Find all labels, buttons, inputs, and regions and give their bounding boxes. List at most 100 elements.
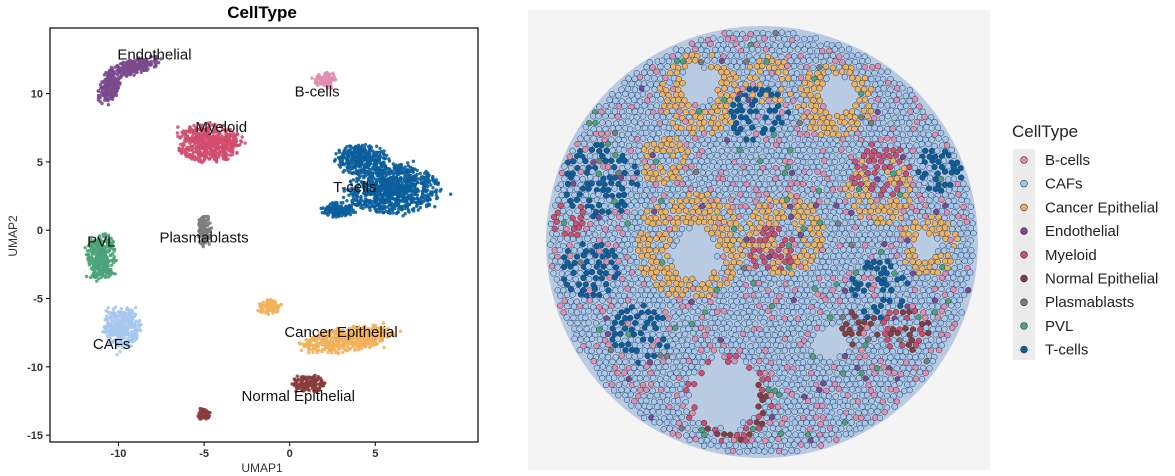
- umap-point: [128, 64, 132, 69]
- cluster-label: Cancer Epithelial: [284, 324, 397, 341]
- umap-point: [176, 134, 180, 139]
- umap-point: [116, 314, 121, 318]
- umap-point: [108, 329, 112, 333]
- umap-point: [331, 71, 335, 75]
- umap-point: [313, 80, 317, 85]
- spatial-cell: [644, 74, 651, 81]
- spatial-cell: [730, 101, 737, 109]
- umap-point: [187, 138, 192, 143]
- spatial-cell: [730, 46, 737, 54]
- umap-point: [324, 75, 328, 79]
- spatial-cell: [874, 108, 881, 116]
- spatial-cell: [794, 46, 801, 53]
- spatial-cell: [864, 57, 872, 64]
- umap-point: [340, 211, 345, 215]
- spatial-cell: [734, 96, 742, 103]
- spatial-cell: [721, 131, 729, 138]
- umap-point: [198, 221, 202, 225]
- spatial-cell: [727, 52, 734, 59]
- umap-point: [142, 58, 146, 62]
- umap-point: [361, 206, 365, 211]
- spatial-cell: [705, 103, 712, 110]
- spatial-cell: [831, 46, 839, 53]
- spatial-cell: [665, 124, 673, 132]
- umap-point: [179, 142, 183, 146]
- spatial-cell: [685, 57, 693, 64]
- spatial-panel: [528, 10, 990, 470]
- spatial-cell: [653, 113, 661, 120]
- spatial-cell: [650, 141, 657, 148]
- umap-point: [341, 350, 345, 355]
- umap-point: [339, 204, 343, 208]
- spatial-cell: [659, 57, 666, 64]
- spatial-cell: [874, 63, 882, 70]
- umap-point: [200, 408, 204, 413]
- spatial-cell: [640, 135, 647, 142]
- umap-point: [222, 139, 226, 144]
- umap-point: [101, 254, 105, 258]
- spatial-cell: [907, 108, 914, 115]
- umap-point: [205, 135, 209, 139]
- spatial-cell: [797, 130, 804, 138]
- umap-point: [380, 194, 384, 198]
- umap-point: [362, 202, 367, 207]
- spatial-cell: [788, 114, 795, 121]
- spatial-cell: [848, 119, 855, 126]
- umap-point: [115, 353, 119, 357]
- spatial-cell: [893, 129, 900, 136]
- umap-point: [381, 200, 385, 205]
- umap-point: [397, 198, 401, 202]
- spatial-cell: [910, 135, 917, 143]
- spatial-cell: [740, 119, 747, 126]
- spatial-cell: [685, 102, 692, 109]
- spatial-cell: [835, 131, 842, 138]
- umap-point: [240, 135, 244, 139]
- umap-point: [107, 77, 111, 81]
- umap-point: [276, 307, 280, 311]
- umap-point: [299, 348, 304, 352]
- umap-point: [105, 98, 110, 102]
- umap-point: [307, 350, 311, 355]
- spatial-cell: [698, 36, 705, 44]
- umap-point: [372, 163, 377, 167]
- umap-point: [401, 188, 406, 192]
- spatial-cell: [745, 118, 752, 125]
- spatial-cell: [801, 46, 808, 53]
- umap-point: [144, 60, 148, 65]
- umap-point: [112, 257, 116, 261]
- umap-point: [362, 150, 366, 155]
- series-endothelial: [96, 54, 163, 107]
- umap-point: [105, 314, 109, 318]
- spatial-cell: [832, 69, 839, 77]
- spatial-cell: [734, 141, 741, 148]
- umap-points: [83, 54, 453, 421]
- umap-point: [427, 178, 432, 183]
- umap-point: [132, 338, 136, 342]
- umap-point: [379, 150, 383, 154]
- spatial-cell: [765, 118, 772, 126]
- spatial-cell: [904, 125, 911, 132]
- umap-point: [369, 167, 374, 171]
- spatial-cell: [756, 35, 763, 42]
- spatial-cell: [679, 69, 687, 76]
- cluster-label: PVL: [87, 234, 115, 251]
- spatial-cell: [708, 52, 716, 59]
- umap-point: [209, 136, 213, 140]
- spatial-cell: [771, 85, 778, 92]
- spatial-cell: [583, 135, 591, 142]
- umap-point: [188, 153, 192, 157]
- spatial-cell: [749, 91, 756, 99]
- umap-point: [397, 163, 402, 167]
- umap-point: [356, 172, 361, 177]
- spatial-cell: [787, 57, 794, 64]
- spatial-cell: [937, 130, 945, 137]
- umap-point: [403, 206, 407, 211]
- umap-point: [122, 327, 126, 331]
- spatial-cell: [753, 130, 760, 137]
- umap-point: [426, 192, 431, 197]
- umap-point: [127, 315, 131, 319]
- umap-point: [352, 149, 357, 153]
- umap-point: [117, 327, 121, 331]
- spatial-cell: [814, 79, 821, 86]
- spatial-cell: [885, 79, 892, 87]
